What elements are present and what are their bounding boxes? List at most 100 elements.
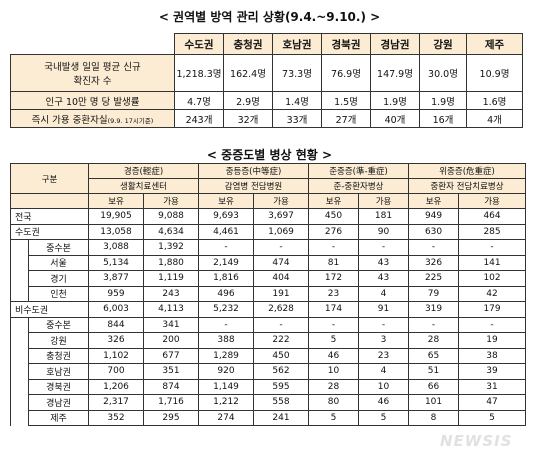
value-cell: 51 — [408, 363, 460, 380]
row-label-line2: 확진자 수 — [73, 76, 112, 87]
region-name-cell: 비수도권 — [9, 301, 90, 318]
value-cell: 326 — [88, 332, 145, 349]
row-label-main: 즉시 가용 중환자실 — [31, 114, 108, 126]
indent-cell — [10, 317, 29, 333]
table-row: 중수본 844 341- - - - - - — [10, 316, 527, 333]
value-cell: 496 — [198, 285, 255, 302]
value-cell: 4,461 — [198, 223, 255, 240]
table-row: 전국 19,905 9,088 9,693 3,697 450 181 949 464 — [9, 208, 527, 225]
value-cell: 90 — [358, 223, 410, 240]
blank-corner-cell — [10, 33, 175, 55]
value-cell: - — [358, 239, 410, 256]
value-cell: 179 — [458, 301, 527, 318]
value-cell: 464 — [458, 208, 527, 225]
row-label: 국내발생 일일 평균 신규 확진자 수 — [10, 54, 175, 92]
subregion-name-cell: 중수본 — [27, 316, 90, 333]
value-cell: 39 — [458, 363, 527, 380]
value-cell: 1,212 — [198, 394, 255, 411]
value-cell: 9,088 — [143, 208, 200, 225]
value-cell: 3,697 — [253, 208, 310, 225]
value-cell: 1,880 — [143, 254, 200, 271]
value-cell: 5 — [458, 409, 527, 426]
value-cell: 81 — [308, 254, 360, 271]
value-cell: 102 — [458, 270, 527, 287]
value-cell: 1,716 — [143, 394, 200, 411]
value-cell: 32개 — [223, 109, 273, 128]
value-cell: 40개 — [370, 109, 420, 128]
value-cell: 1.5명 — [321, 91, 371, 110]
value-cell: 4,634 — [143, 223, 200, 240]
value-cell: 4,113 — [143, 301, 200, 318]
value-cell: 33개 — [272, 109, 322, 128]
indent-cell — [10, 270, 29, 286]
indent-cell — [10, 255, 29, 271]
value-cell: 404 — [253, 270, 310, 287]
available-column-header: 가용 — [358, 193, 410, 209]
held-column-header: 보유 — [308, 193, 360, 209]
region-name-cell: 전국 — [9, 208, 90, 225]
value-cell: 13,058 — [88, 223, 145, 240]
value-cell: 874 — [143, 378, 200, 395]
value-cell: 1,206 — [88, 378, 145, 395]
value-cell: 73.3명 — [272, 54, 322, 92]
value-cell: 147.9명 — [370, 54, 420, 92]
value-cell: 1.6명 — [466, 91, 523, 110]
value-cell: 3,088 — [88, 239, 145, 256]
value-cell: - — [253, 239, 310, 256]
value-cell: 191 — [253, 285, 310, 302]
value-cell: 28 — [408, 332, 460, 349]
daily-new-cases-row: 국내발생 일일 평균 신규 확진자 수 1,218.3명 162.4명 73.3명 7… — [10, 54, 523, 92]
value-cell: 43 — [358, 254, 410, 271]
value-cell: 66 — [408, 378, 460, 395]
subregion-name-cell: 제주 — [27, 409, 90, 426]
value-cell: 595 — [253, 378, 310, 395]
value-cell: 295 — [143, 409, 200, 426]
value-cell: 222 — [253, 332, 310, 349]
value-cell: 4개 — [466, 109, 523, 128]
subregion-name-cell: 호남권 — [27, 363, 90, 380]
column-label-row: 보유 가용 보유 가용 보유 가용 보유 가용 — [9, 193, 527, 209]
value-cell: 1,289 — [198, 347, 255, 364]
subregion-name-cell: 서울 — [27, 254, 90, 271]
value-cell: 844 — [88, 316, 145, 333]
table-row: 강원 326 200 388 222 5 3 28 19 — [10, 332, 527, 349]
indent-cell — [10, 239, 29, 255]
table-row: 수도권 13,058 4,634 4,461 1,069 276 90 630 285 — [9, 223, 527, 240]
value-cell: 4 — [358, 363, 410, 380]
value-cell: 5 — [358, 409, 410, 426]
indent-cell — [10, 394, 29, 410]
value-cell: 241 — [253, 409, 310, 426]
value-cell: 5 — [308, 332, 360, 349]
value-cell: 341 — [143, 316, 200, 333]
facility-type-header: 생활치료센터 — [88, 178, 200, 194]
value-cell: 27개 — [321, 109, 371, 128]
facility-header-row: 생활치료센터 감염병 전담병원 준-중환자병상 중환자 전담치료병상 — [11, 178, 527, 194]
value-cell: 10 — [308, 363, 360, 380]
value-cell: 450 — [308, 208, 360, 225]
value-cell: 19,905 — [88, 208, 145, 225]
page-title-bed-status: < 중증도별 병상 현황 > — [206, 148, 333, 162]
value-cell: 4.7명 — [174, 91, 224, 110]
value-cell: 23 — [308, 285, 360, 302]
value-cell: 42 — [458, 285, 527, 302]
region-name-cell: 수도권 — [9, 223, 90, 240]
value-cell: 46 — [308, 347, 360, 364]
row-label: 인구 10만 명 당 발생률 — [10, 91, 175, 110]
value-cell: 274 — [198, 409, 255, 426]
region-header-cell: 충청권 — [223, 33, 273, 55]
incidence-rate-row: 인구 10만 명 당 발생률 4.7명 2.9명 1.4명 1.5명 1.9명 1.9명 1… — [10, 91, 523, 110]
value-cell: 2.9명 — [223, 91, 273, 110]
value-cell: 700 — [88, 363, 145, 380]
indent-cell — [10, 332, 29, 348]
value-cell: 80 — [308, 394, 360, 411]
region-header-cell: 강원 — [419, 33, 467, 55]
table-row: 서울 5,134 1,880 2,149 474 81 43 326 141 — [10, 254, 527, 271]
subregion-name-cell: 중수본 — [27, 239, 90, 256]
value-cell: 38 — [458, 347, 527, 364]
subregion-name-cell: 충청권 — [27, 347, 90, 364]
value-cell: - — [308, 239, 360, 256]
value-cell: 677 — [143, 347, 200, 364]
subregion-name-cell: 경북권 — [27, 378, 90, 395]
subregion-name-cell: 인천 — [27, 285, 90, 302]
value-cell: 352 — [88, 409, 145, 426]
